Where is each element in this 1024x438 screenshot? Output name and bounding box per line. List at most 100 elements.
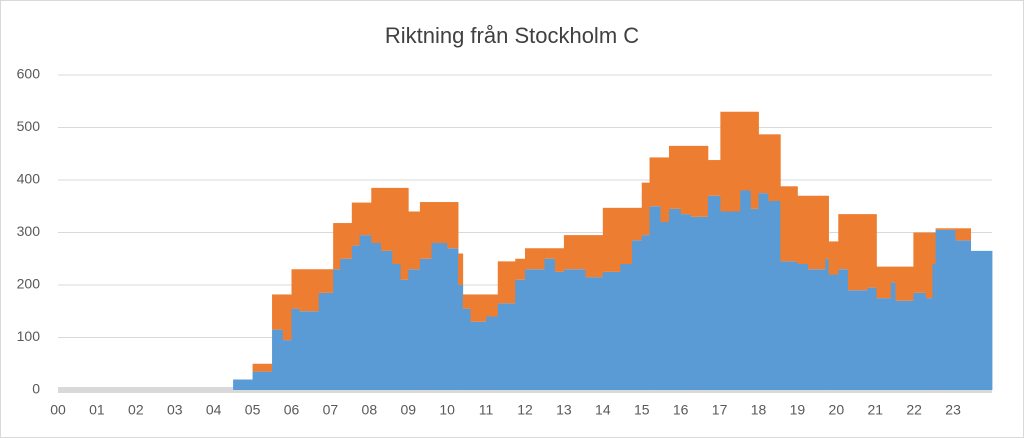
area-step (970, 250, 993, 390)
area-step (585, 235, 604, 278)
area-step (318, 269, 334, 293)
area-step (431, 243, 448, 390)
area-step (486, 294, 499, 317)
area-step (797, 195, 809, 264)
area-step (408, 269, 421, 390)
area-step (470, 294, 487, 322)
area-step (925, 298, 933, 390)
area-step (282, 294, 292, 341)
area-step (252, 363, 273, 372)
area-step (780, 186, 798, 262)
area-step (381, 187, 393, 251)
area-step (620, 264, 633, 390)
area-step (408, 211, 421, 270)
x-tick-label: 07 (323, 402, 339, 418)
area-step (340, 258, 353, 390)
area-step (563, 269, 586, 390)
area-step (649, 206, 661, 390)
x-tick-label: 21 (867, 402, 883, 418)
x-tick-label: 22 (906, 402, 922, 418)
chart-title: Riktning från Stockholm C (385, 23, 639, 48)
area-step (932, 232, 936, 264)
x-tick-label: 10 (439, 402, 455, 418)
area-step (913, 232, 927, 293)
area-step (340, 223, 353, 259)
x-tick-label: 01 (89, 402, 105, 418)
y-tick-label: 300 (17, 223, 41, 239)
area-step (668, 145, 682, 209)
area-step (462, 294, 471, 309)
y-tick-label: 500 (17, 118, 41, 134)
area-step (780, 261, 798, 390)
area-step (252, 371, 273, 390)
area-step (359, 202, 372, 236)
area-step (649, 157, 661, 207)
area-step (807, 195, 826, 270)
area-step (641, 182, 650, 236)
y-tick-label: 100 (17, 328, 41, 344)
area-step (544, 258, 556, 390)
area-step (544, 248, 556, 259)
area-step (876, 298, 892, 390)
x-tick-label: 19 (790, 402, 806, 418)
area-step (758, 134, 769, 194)
area-step (660, 222, 670, 390)
area-step (720, 111, 741, 212)
area-step (690, 145, 709, 217)
x-tick-label: 02 (128, 402, 144, 418)
x-tick-label: 06 (284, 402, 300, 418)
y-tick-label: 0 (32, 381, 40, 397)
area-step (525, 269, 545, 390)
area-step (680, 214, 691, 390)
area-step (318, 292, 334, 390)
area-step (867, 287, 877, 390)
x-tick-label: 03 (167, 402, 183, 418)
area-step (668, 208, 682, 390)
area-step (890, 266, 896, 283)
area-step (272, 294, 284, 330)
area-step (447, 248, 459, 390)
area-step (486, 316, 499, 390)
x-tick-label: 16 (673, 402, 689, 418)
area-step (333, 223, 341, 270)
area-step (400, 279, 409, 390)
x-tick-label: 08 (362, 402, 378, 418)
x-tick-label: 20 (829, 402, 845, 418)
area-step (848, 290, 868, 390)
area-step (381, 250, 393, 390)
x-tick-label: 12 (517, 402, 533, 418)
area-step (400, 187, 409, 280)
x-tick-label: 13 (556, 402, 572, 418)
area-step (371, 243, 382, 390)
area-step (515, 279, 526, 390)
area-step (554, 248, 565, 272)
x-tick-label: 04 (206, 402, 222, 418)
area-step (351, 245, 361, 390)
area-step (935, 229, 956, 390)
area-step (458, 253, 464, 285)
area-step (955, 228, 971, 241)
area-step (497, 261, 516, 304)
area-step (838, 214, 849, 270)
x-tick-label: 18 (751, 402, 767, 418)
area-step (632, 207, 643, 241)
area-step (890, 282, 896, 390)
area-step (333, 269, 341, 390)
area-step (419, 258, 432, 390)
area-step (620, 207, 633, 264)
area-step (291, 269, 300, 309)
area-step (825, 195, 829, 259)
area-step (828, 241, 839, 275)
y-tick-label: 200 (17, 276, 41, 292)
area-step (554, 271, 565, 390)
area-step (602, 271, 621, 390)
area-step (925, 232, 933, 299)
area-step (641, 235, 650, 390)
x-tick-label: 14 (595, 402, 611, 418)
area-step (371, 187, 382, 243)
x-tick-label: 11 (479, 402, 494, 418)
area-step (680, 145, 691, 215)
area-step (750, 208, 759, 390)
area-step (392, 264, 401, 390)
